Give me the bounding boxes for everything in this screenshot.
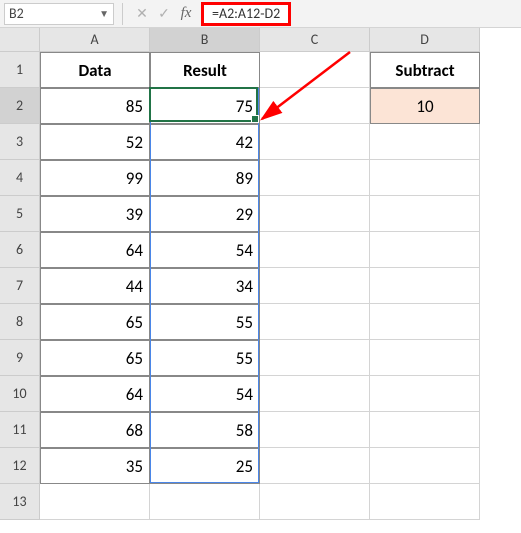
cell-A3[interactable]: 52 (40, 124, 150, 160)
select-all-corner[interactable] (0, 28, 40, 52)
fx-icon[interactable]: fx (175, 3, 197, 25)
cell-D3[interactable] (370, 124, 480, 160)
cell-B4[interactable]: 89 (150, 160, 260, 196)
cell-C5[interactable] (260, 196, 370, 232)
cell-D6[interactable] (370, 232, 480, 268)
col-header-D[interactable]: D (370, 28, 480, 52)
cell-C12[interactable] (260, 448, 370, 484)
separator (122, 3, 123, 25)
cell-C2[interactable] (260, 88, 370, 124)
row-header-2[interactable]: 2 (0, 88, 40, 124)
row-header-13[interactable]: 13 (0, 484, 40, 520)
row-header-4[interactable]: 4 (0, 160, 40, 196)
chevron-down-icon[interactable]: ▼ (99, 7, 109, 20)
cell-B9[interactable]: 55 (150, 340, 260, 376)
cell-D7[interactable] (370, 268, 480, 304)
cell-A12[interactable]: 35 (40, 448, 150, 484)
cell-B2[interactable]: 75 (150, 88, 260, 124)
cell-D1[interactable]: Subtract (370, 52, 480, 88)
cells-area[interactable]: DataResultSubtract8575105242998939296454… (40, 52, 480, 520)
cell-D2[interactable]: 10 (370, 88, 480, 124)
name-box-value: B2 (9, 5, 99, 22)
cell-A13[interactable] (40, 484, 150, 520)
col-header-A[interactable]: A (40, 28, 150, 52)
cell-A2[interactable]: 85 (40, 88, 150, 124)
column-headers: ABCD (40, 28, 480, 52)
cell-D10[interactable] (370, 376, 480, 412)
col-header-B[interactable]: B (150, 28, 260, 52)
cell-C8[interactable] (260, 304, 370, 340)
cell-A1[interactable]: Data (40, 52, 150, 88)
cell-C4[interactable] (260, 160, 370, 196)
col-header-C[interactable]: C (260, 28, 370, 52)
cell-A7[interactable]: 44 (40, 268, 150, 304)
cell-B11[interactable]: 58 (150, 412, 260, 448)
row-header-6[interactable]: 6 (0, 232, 40, 268)
cell-C7[interactable] (260, 268, 370, 304)
cell-C11[interactable] (260, 412, 370, 448)
name-box[interactable]: B2 ▼ (4, 3, 114, 25)
cell-B7[interactable]: 34 (150, 268, 260, 304)
cell-B5[interactable]: 29 (150, 196, 260, 232)
formula-text: =A2:A12-D2 (212, 5, 280, 22)
cell-C10[interactable] (260, 376, 370, 412)
row-header-3[interactable]: 3 (0, 124, 40, 160)
cell-B6[interactable]: 54 (150, 232, 260, 268)
row-header-11[interactable]: 11 (0, 412, 40, 448)
formula-bar: B2 ▼ ✕ ✓ fx =A2:A12-D2 (0, 0, 521, 28)
cell-A8[interactable]: 65 (40, 304, 150, 340)
cell-B12[interactable]: 25 (150, 448, 260, 484)
cell-C6[interactable] (260, 232, 370, 268)
cell-B1[interactable]: Result (150, 52, 260, 88)
cell-A10[interactable]: 64 (40, 376, 150, 412)
cell-C3[interactable] (260, 124, 370, 160)
cell-A4[interactable]: 99 (40, 160, 150, 196)
row-header-8[interactable]: 8 (0, 304, 40, 340)
cell-A9[interactable]: 65 (40, 340, 150, 376)
cell-D8[interactable] (370, 304, 480, 340)
cell-D11[interactable] (370, 412, 480, 448)
row-header-5[interactable]: 5 (0, 196, 40, 232)
cell-C9[interactable] (260, 340, 370, 376)
cell-B10[interactable]: 54 (150, 376, 260, 412)
row-header-10[interactable]: 10 (0, 376, 40, 412)
row-header-1[interactable]: 1 (0, 52, 40, 88)
cell-C1[interactable] (260, 52, 370, 88)
cell-D12[interactable] (370, 448, 480, 484)
cell-D9[interactable] (370, 340, 480, 376)
cell-A11[interactable]: 68 (40, 412, 150, 448)
confirm-icon[interactable]: ✓ (153, 3, 175, 25)
row-header-9[interactable]: 9 (0, 340, 40, 376)
cell-C13[interactable] (260, 484, 370, 520)
cell-D4[interactable] (370, 160, 480, 196)
cell-D13[interactable] (370, 484, 480, 520)
row-headers: 12345678910111213 (0, 52, 40, 520)
cancel-icon[interactable]: ✕ (131, 3, 153, 25)
row-header-7[interactable]: 7 (0, 268, 40, 304)
cell-B3[interactable]: 42 (150, 124, 260, 160)
row-header-12[interactable]: 12 (0, 448, 40, 484)
cell-A5[interactable]: 39 (40, 196, 150, 232)
cell-D5[interactable] (370, 196, 480, 232)
cell-B8[interactable]: 55 (150, 304, 260, 340)
cell-A6[interactable]: 64 (40, 232, 150, 268)
cell-B13[interactable] (150, 484, 260, 520)
formula-input-highlight[interactable]: =A2:A12-D2 (201, 2, 291, 26)
